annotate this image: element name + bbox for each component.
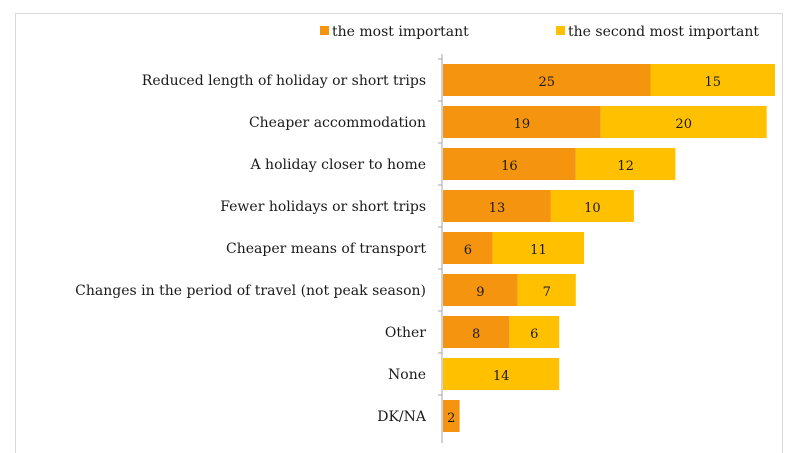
data-label-the-second-most-important-cheaper-means-of-transport: 11 <box>530 243 547 258</box>
data-label-the-most-important-other: 8 <box>472 327 480 342</box>
bar-the-most-important-fewer-holidays-or-short-trips[interactable] <box>443 190 551 222</box>
bar-the-second-most-important-fewer-holidays-or-short-trips[interactable] <box>550 190 634 222</box>
data-label-the-most-important-a-holiday-closer-to-home: 16 <box>501 159 518 174</box>
data-label-the-second-most-important-other: 6 <box>530 327 538 342</box>
data-label-the-most-important-fewer-holidays-or-short-trips: 13 <box>489 201 506 216</box>
data-label-the-most-important-dk-na: 2 <box>447 411 455 426</box>
bar-the-second-most-important-a-holiday-closer-to-home[interactable] <box>575 148 676 180</box>
bar-the-most-important-other[interactable] <box>443 316 510 348</box>
bar-the-second-most-important-cheaper-means-of-transport[interactable] <box>492 232 585 264</box>
data-label-the-most-important-cheaper-means-of-transport: 6 <box>464 243 472 258</box>
legend-swatch-the-second-most-important <box>556 26 565 35</box>
bar-the-second-most-important-other[interactable] <box>509 316 560 348</box>
bar-chart: the most important the second most import… <box>75 24 776 443</box>
data-label-the-most-important-changes-in-the-period-of-travel-not-peak-season: 9 <box>476 285 484 300</box>
legend-label-the-most-important: the most important <box>332 24 469 40</box>
data-label-the-second-most-important-a-holiday-closer-to-home: 12 <box>617 159 634 174</box>
legend-swatch-the-most-important <box>320 26 329 35</box>
bar-the-second-most-important-reduced-length-of-holiday-or-short-trips[interactable] <box>650 64 776 96</box>
category-label-changes-in-the-period-of-travel-not-peak-season: Changes in the period of travel (not pea… <box>75 283 426 299</box>
bar-the-most-important-cheaper-accommodation[interactable] <box>443 106 601 138</box>
category-label-dk-na: DK/NA <box>377 409 427 425</box>
category-label-cheaper-means-of-transport: Cheaper means of transport <box>226 241 426 257</box>
bar-the-most-important-changes-in-the-period-of-travel-not-peak-season[interactable] <box>443 274 518 306</box>
bar-the-second-most-important-none[interactable] <box>443 358 560 390</box>
data-label-the-second-most-important-changes-in-the-period-of-travel-not-peak-season: 7 <box>543 285 551 300</box>
legend-label-the-second-most-important: the second most important <box>568 24 759 40</box>
bar-the-most-important-reduced-length-of-holiday-or-short-trips[interactable] <box>443 64 651 96</box>
data-label-the-second-most-important-none: 14 <box>493 369 510 384</box>
bar-the-second-most-important-cheaper-accommodation[interactable] <box>600 106 767 138</box>
category-label-reduced-length-of-holiday-or-short-trips: Reduced length of holiday or short trips <box>142 73 426 89</box>
data-label-the-second-most-important-cheaper-accommodation: 20 <box>675 117 692 132</box>
category-label-a-holiday-closer-to-home: A holiday closer to home <box>250 157 427 173</box>
data-label-the-second-most-important-reduced-length-of-holiday-or-short-trips: 15 <box>704 75 721 90</box>
data-label-the-second-most-important-fewer-holidays-or-short-trips: 10 <box>584 201 601 216</box>
bar-the-most-important-a-holiday-closer-to-home[interactable] <box>443 148 576 180</box>
bar-the-most-important-cheaper-means-of-transport[interactable] <box>443 232 493 264</box>
category-label-cheaper-accommodation: Cheaper accommodation <box>249 115 426 131</box>
data-label-the-most-important-cheaper-accommodation: 19 <box>514 117 531 132</box>
bar-the-most-important-dk-na[interactable] <box>443 400 460 432</box>
bar-the-second-most-important-changes-in-the-period-of-travel-not-peak-season[interactable] <box>517 274 576 306</box>
chart-frame <box>15 13 783 453</box>
category-label-fewer-holidays-or-short-trips: Fewer holidays or short trips <box>220 199 426 215</box>
category-label-none: None <box>388 367 426 383</box>
data-label-the-most-important-reduced-length-of-holiday-or-short-trips: 25 <box>538 75 555 90</box>
category-label-other: Other <box>385 325 426 341</box>
